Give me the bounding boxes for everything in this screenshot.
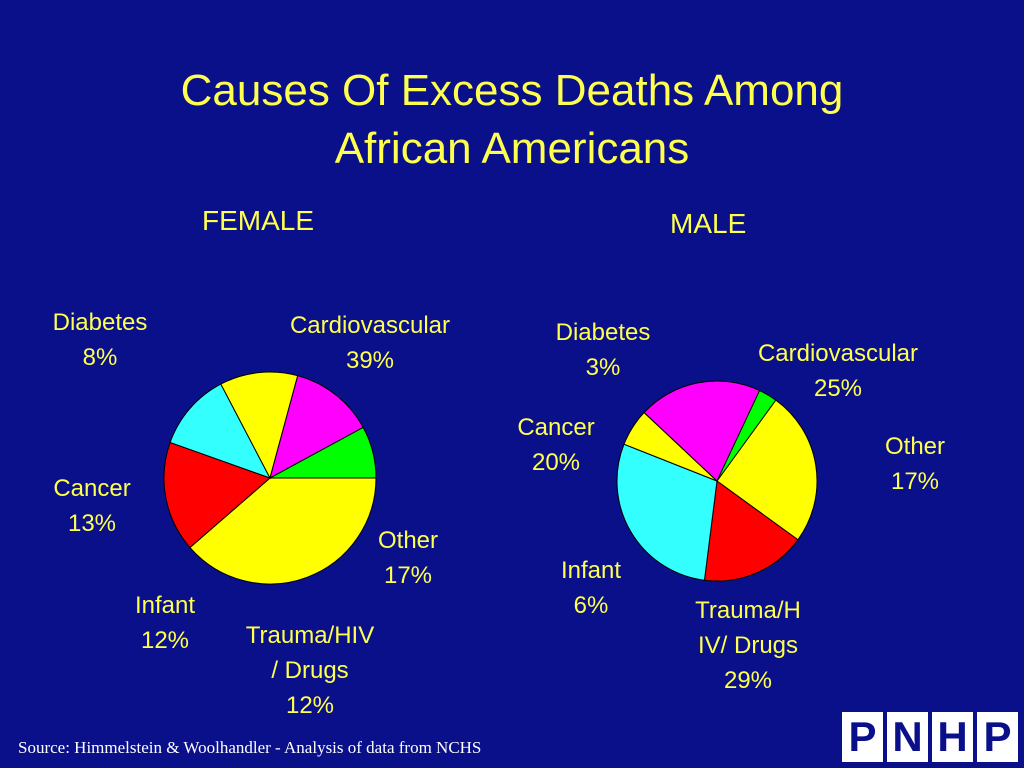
logo-letter-p1: P — [842, 712, 883, 762]
female-slice-trauma-hiv-drugs — [169, 383, 272, 479]
male-label-trauma-hiv-drugs: Trauma/H IV/ Drugs 29% — [695, 597, 801, 694]
female-label-cancer: Cancer 13% — [53, 475, 130, 537]
male-slice-trauma-hiv-drugs — [616, 443, 718, 581]
male-label-diabetes: Diabetes 3% — [556, 319, 651, 381]
male-label-cancer: Cancer 20% — [517, 414, 594, 476]
female-label-cardiovascular: Cardiovascular 39% — [290, 312, 450, 374]
slide-title: Causes Of Excess Deaths Among African Am… — [0, 62, 1024, 178]
logo-letter-n: N — [887, 712, 928, 762]
female-label-infant: Infant 12% — [135, 592, 195, 654]
logo-letter-p2: P — [977, 712, 1018, 762]
female-slice-cancer — [269, 375, 364, 479]
male-slice-other — [703, 480, 799, 582]
male-label-other: Other 17% — [885, 433, 945, 495]
male-slice-diabetes — [716, 389, 777, 482]
female-chart-heading: FEMALE — [202, 205, 315, 236]
female-label-diabetes: Diabetes 8% — [53, 309, 148, 371]
male-slice-cardiovascular — [716, 399, 818, 541]
male-slice-cancer — [643, 380, 761, 482]
title-line-1: Causes Of Excess Deaths Among — [180, 66, 844, 115]
female-slice-infant — [220, 371, 299, 480]
logo-letter-h: H — [932, 712, 973, 762]
female-slice-diabetes — [269, 426, 377, 479]
pnhp-logo: P N H P — [842, 712, 1018, 762]
male-label-cardiovascular: Cardiovascular 25% — [758, 340, 918, 402]
female-label-other: Other 17% — [378, 527, 438, 589]
male-label-infant: Infant 6% — [561, 557, 621, 619]
source-note: Source: Himmelstein & Woolhandler - Anal… — [18, 738, 482, 757]
title-line-2: African Americans — [334, 124, 690, 173]
male-chart-heading: MALE — [670, 208, 747, 239]
female-slice-cardiovascular — [189, 477, 377, 585]
female-label-trauma-hiv-drugs: Trauma/HIV / Drugs 12% — [246, 622, 374, 719]
